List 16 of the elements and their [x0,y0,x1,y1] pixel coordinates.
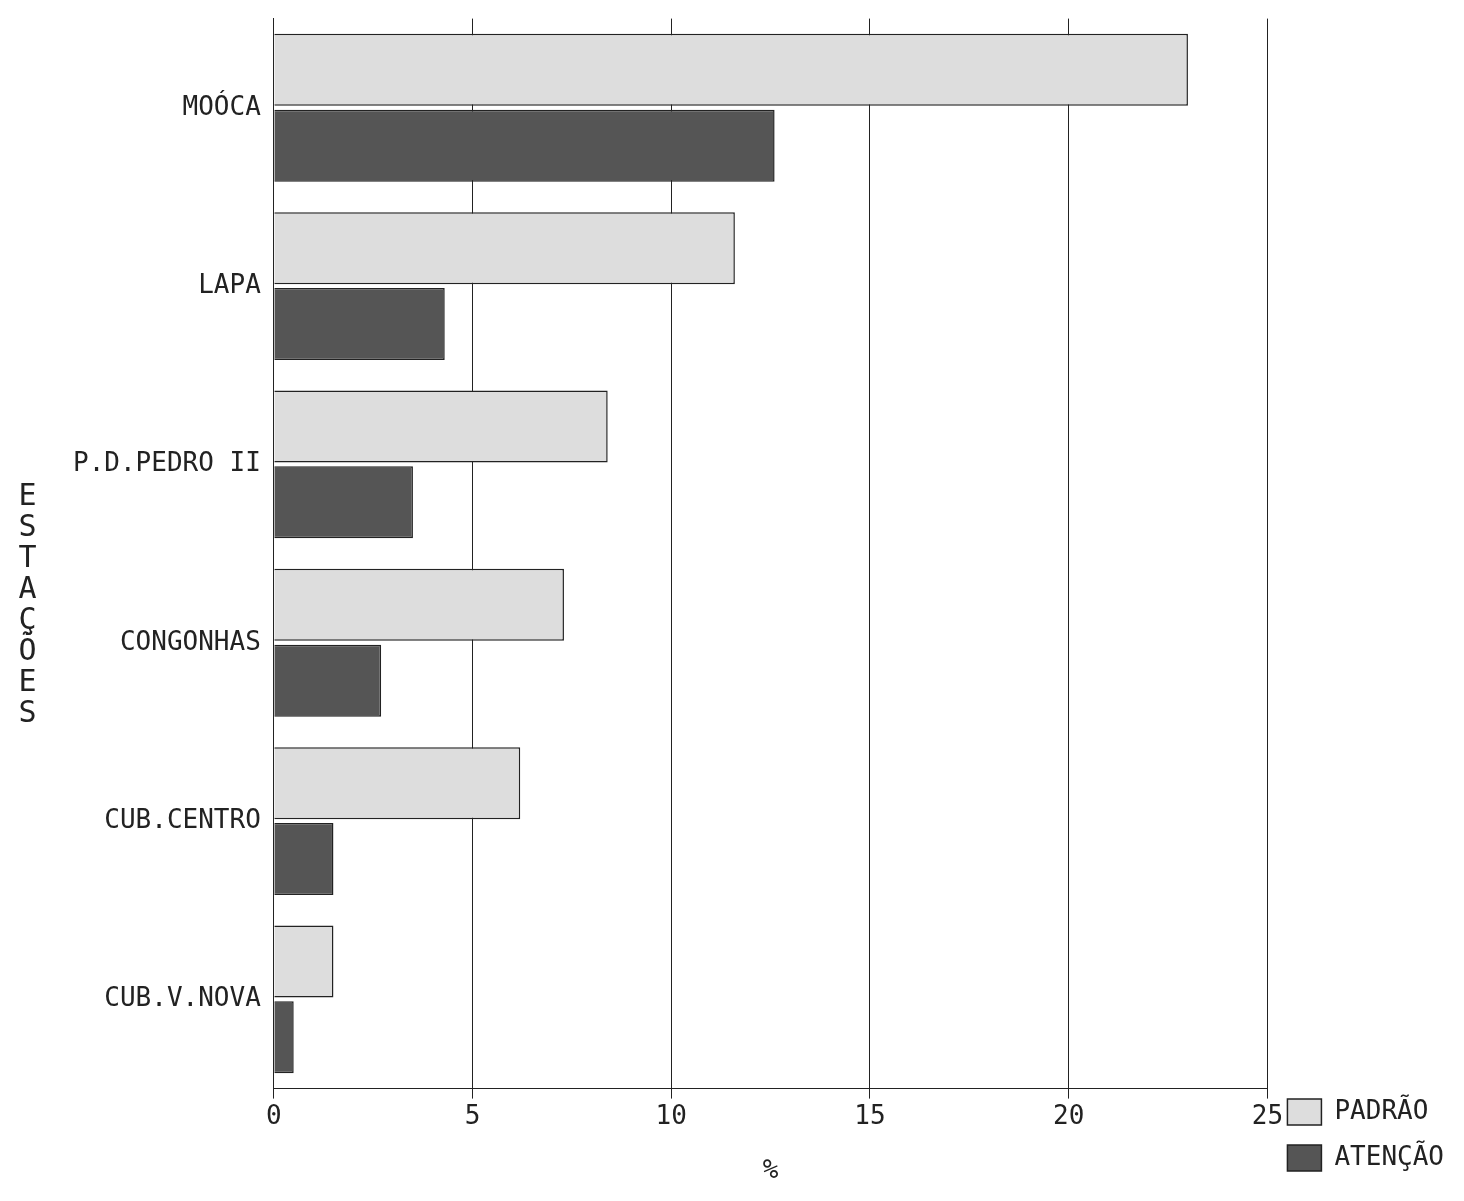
y-tick-label: P.D.PEDRO II [73,447,261,478]
y-tick-label: MOÓCA [182,89,262,121]
x-tick-label: 25 [1251,1099,1284,1130]
y-tick-label: CUB.V.NOVA [104,982,262,1013]
legend-label: ATENÇÃO [1334,1139,1444,1171]
x-tick-label: 10 [655,1099,687,1130]
x-tick-label: 0 [266,1099,282,1130]
x-tick-label: 15 [854,1099,886,1130]
y-axis-title: ESTAÇÕES [10,476,45,725]
legend-label: PADRÃO [1334,1093,1429,1125]
y-tick-label: CONGONHAS [119,625,261,656]
x-tick-label: 5 [464,1099,481,1130]
x-axis-title: % [762,1154,779,1185]
y-tick-label: LAPA [198,268,262,299]
y-tick-label: CUB.CENTRO [104,803,261,834]
x-tick-label: 20 [1053,1099,1085,1130]
